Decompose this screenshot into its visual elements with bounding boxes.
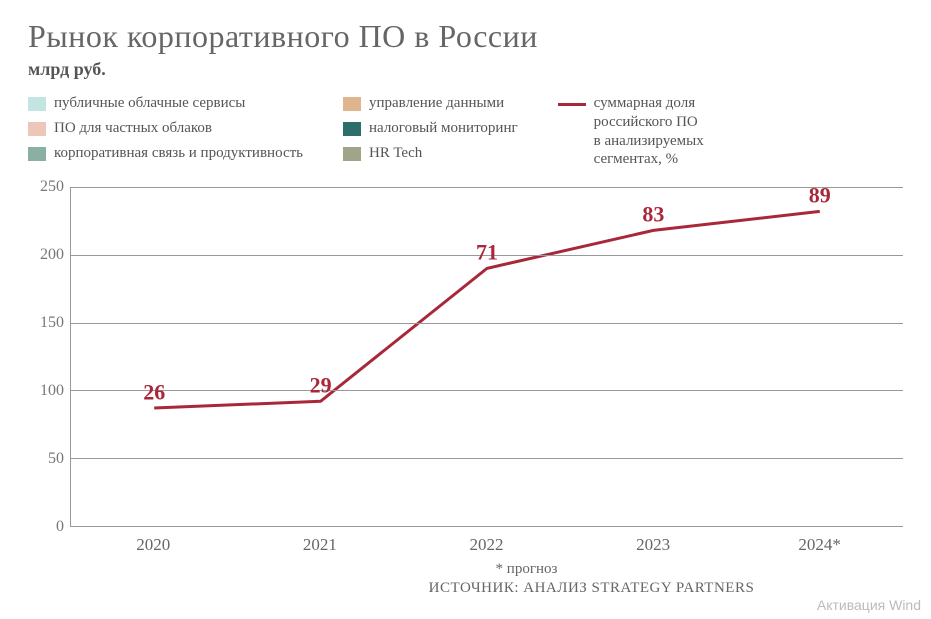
line-value-label: 71 — [476, 240, 498, 266]
y-tick-label: 150 — [40, 314, 64, 332]
legend-label: ПО для частных облаков — [54, 119, 212, 138]
y-tick-label: 100 — [40, 382, 64, 400]
legend-swatch — [343, 122, 361, 136]
legend-label: HR Tech — [369, 144, 422, 163]
gridline — [71, 458, 903, 459]
footnote: * прогноз — [150, 561, 903, 578]
windows-activation-watermark: Активация Wind — [817, 597, 921, 613]
legend-line-swatch — [558, 103, 586, 106]
legend-column-3: суммарная доляроссийского ПОв анализируе… — [558, 94, 704, 169]
legend-swatch — [343, 147, 361, 161]
legend-column-1: публичные облачные сервисы ПО для частных… — [28, 94, 303, 169]
legend-item: ПО для частных облаков — [28, 119, 303, 138]
y-tick-label: 250 — [40, 178, 64, 196]
source-label: ИСТОЧНИК: АНАЛИЗ STRATEGY PARTNERS — [280, 580, 903, 597]
x-tick-label: 2022 — [431, 535, 541, 555]
x-tick-label: 2023 — [598, 535, 708, 555]
legend-label: налоговый мониторинг — [369, 119, 518, 138]
plot-area: 2629718389 — [70, 187, 903, 527]
x-tick-label: 2024* — [765, 535, 875, 555]
legend-swatch — [28, 97, 46, 111]
y-axis: 050100150200250 — [28, 187, 70, 527]
gridline — [71, 390, 903, 391]
legend-item: корпоративная связь и продуктивность — [28, 144, 303, 163]
x-tick-label: 2021 — [265, 535, 375, 555]
legend-item: HR Tech — [343, 144, 518, 163]
x-axis-labels: 2020 2021 2022 2023 2024* — [70, 535, 903, 555]
legend-label: корпоративная связь и продуктивность — [54, 144, 303, 163]
legend-column-2: управление данными налоговый мониторинг HR… — [343, 94, 518, 169]
legend-swatch — [28, 147, 46, 161]
legend-label: публичные облачные сервисы — [54, 94, 245, 113]
chart-footer: * прогноз ИСТОЧНИК: АНАЛИЗ STRATEGY PART… — [70, 561, 903, 597]
legend-swatch — [343, 97, 361, 111]
chart-subtitle: млрд руб. — [28, 59, 903, 80]
legend-swatch — [28, 122, 46, 136]
line-value-label: 26 — [143, 379, 165, 405]
x-tick-label: 2020 — [98, 535, 208, 555]
line-value-label: 83 — [642, 202, 664, 228]
y-tick-label: 200 — [40, 246, 64, 264]
legend-item: управление данными — [343, 94, 518, 113]
legend-item-line: суммарная доляроссийского ПОв анализируе… — [558, 94, 704, 169]
line-value-label: 89 — [809, 183, 831, 209]
gridline — [71, 187, 903, 188]
legend-label: управление данными — [369, 94, 504, 113]
chart-area: 050100150200250 2629718389 — [28, 187, 903, 527]
chart-title: Рынок корпоративного ПО в России — [28, 18, 903, 55]
legend-line-label: суммарная доляроссийского ПОв анализируе… — [594, 94, 704, 169]
bars-container — [71, 187, 903, 526]
gridline — [71, 323, 903, 324]
legend: публичные облачные сервисы ПО для частных… — [28, 94, 903, 169]
legend-item: налоговый мониторинг — [343, 119, 518, 138]
legend-item: публичные облачные сервисы — [28, 94, 303, 113]
y-tick-label: 0 — [56, 518, 64, 536]
line-value-label: 29 — [310, 373, 332, 399]
y-tick-label: 50 — [48, 450, 64, 468]
